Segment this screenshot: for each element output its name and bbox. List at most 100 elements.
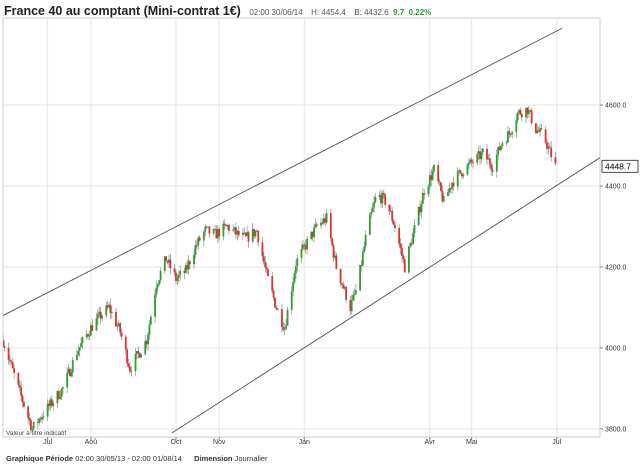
- candle: [401, 242, 403, 263]
- candle-body: [419, 206, 421, 213]
- quote-change: 9.7: [393, 8, 405, 17]
- candle-body: [110, 311, 113, 313]
- candle: [3, 341, 6, 352]
- candle: [479, 145, 481, 166]
- candle: [293, 270, 296, 285]
- candle-body: [147, 334, 149, 345]
- candle: [322, 213, 325, 226]
- candle-body: [101, 315, 103, 319]
- x-tick-label: Oct: [171, 439, 182, 446]
- candle: [251, 222, 254, 244]
- candle-body: [204, 226, 207, 232]
- candle-body: [361, 252, 364, 266]
- candle: [169, 253, 172, 275]
- candle-body: [41, 417, 43, 420]
- candle-body: [175, 272, 177, 281]
- candle: [285, 319, 288, 331]
- candle-body: [442, 196, 445, 202]
- candle: [449, 187, 452, 193]
- candle-body: [480, 152, 483, 160]
- candle-body: [233, 227, 236, 230]
- candle-body: [215, 229, 218, 239]
- candle-body: [430, 175, 433, 180]
- candle-body: [193, 255, 195, 265]
- candle-body: [145, 340, 148, 345]
- candle: [31, 426, 34, 432]
- candle-body: [470, 159, 473, 163]
- candle: [148, 320, 151, 340]
- candle: [526, 107, 529, 119]
- candle: [417, 206, 420, 227]
- candle: [339, 268, 342, 287]
- candle-body: [197, 237, 200, 246]
- candle: [176, 274, 179, 286]
- candle: [486, 143, 488, 165]
- candle-body: [169, 259, 172, 269]
- candle: [223, 219, 226, 230]
- candle: [501, 141, 504, 149]
- x-tick-label: Mai: [466, 439, 478, 446]
- candle: [461, 172, 463, 180]
- candle: [476, 151, 479, 166]
- candle-body: [525, 107, 527, 118]
- candle-body: [447, 192, 449, 197]
- candle-body: [134, 353, 137, 372]
- candle-body: [352, 294, 355, 301]
- candle: [438, 178, 441, 187]
- candle-body: [518, 110, 520, 113]
- price-chart[interactable]: Jul Aoû Oct Nov Jan Avr Mai Jul 3800.0 4000.0 4200…: [0, 0, 640, 452]
- candle: [303, 242, 306, 251]
- candle: [165, 256, 168, 262]
- x-tick-label: Jan: [299, 439, 310, 446]
- candle-body: [39, 418, 42, 420]
- candle-body: [427, 186, 430, 195]
- candle: [168, 254, 170, 268]
- candle: [341, 282, 343, 289]
- candle: [516, 111, 519, 124]
- candle: [371, 202, 374, 213]
- candle-body: [156, 284, 159, 288]
- candle-body: [313, 227, 315, 238]
- candle: [70, 368, 73, 378]
- candle-body: [382, 192, 385, 195]
- candle-body: [373, 202, 375, 208]
- candle-body: [431, 171, 434, 180]
- candle: [276, 308, 279, 311]
- candle-body: [109, 304, 112, 313]
- candle: [364, 230, 367, 251]
- candle-body: [548, 146, 551, 148]
- candle-body: [479, 151, 481, 160]
- candle: [403, 257, 406, 273]
- candle: [500, 145, 502, 153]
- candle: [428, 170, 431, 191]
- candle: [462, 172, 465, 179]
- candle-body: [554, 157, 557, 164]
- candle-body: [119, 323, 122, 333]
- candle-body: [321, 222, 324, 224]
- candle: [448, 182, 451, 196]
- candle: [225, 224, 228, 227]
- candle: [412, 228, 414, 245]
- candle: [140, 353, 142, 358]
- candle: [189, 259, 191, 270]
- candle: [41, 413, 43, 424]
- candle: [177, 270, 180, 283]
- candle-body: [59, 397, 62, 399]
- candle: [198, 235, 201, 242]
- candle-body: [408, 246, 410, 273]
- candle: [470, 157, 473, 167]
- candle: [255, 229, 258, 232]
- chart-header: France 40 au comptant (Mini-contrat 1€) …: [4, 2, 431, 18]
- candle-body: [353, 293, 356, 295]
- candle-body: [237, 230, 240, 236]
- candle: [77, 345, 80, 356]
- candle-body: [32, 421, 35, 429]
- last-price-label: 4448.7: [605, 161, 631, 171]
- candle: [207, 226, 209, 228]
- candle: [498, 142, 501, 151]
- candle-body: [293, 273, 296, 283]
- candle-body: [60, 388, 63, 398]
- x-tick-label: Jul: [43, 439, 52, 446]
- candle-body: [99, 311, 102, 319]
- candle-body: [456, 171, 459, 187]
